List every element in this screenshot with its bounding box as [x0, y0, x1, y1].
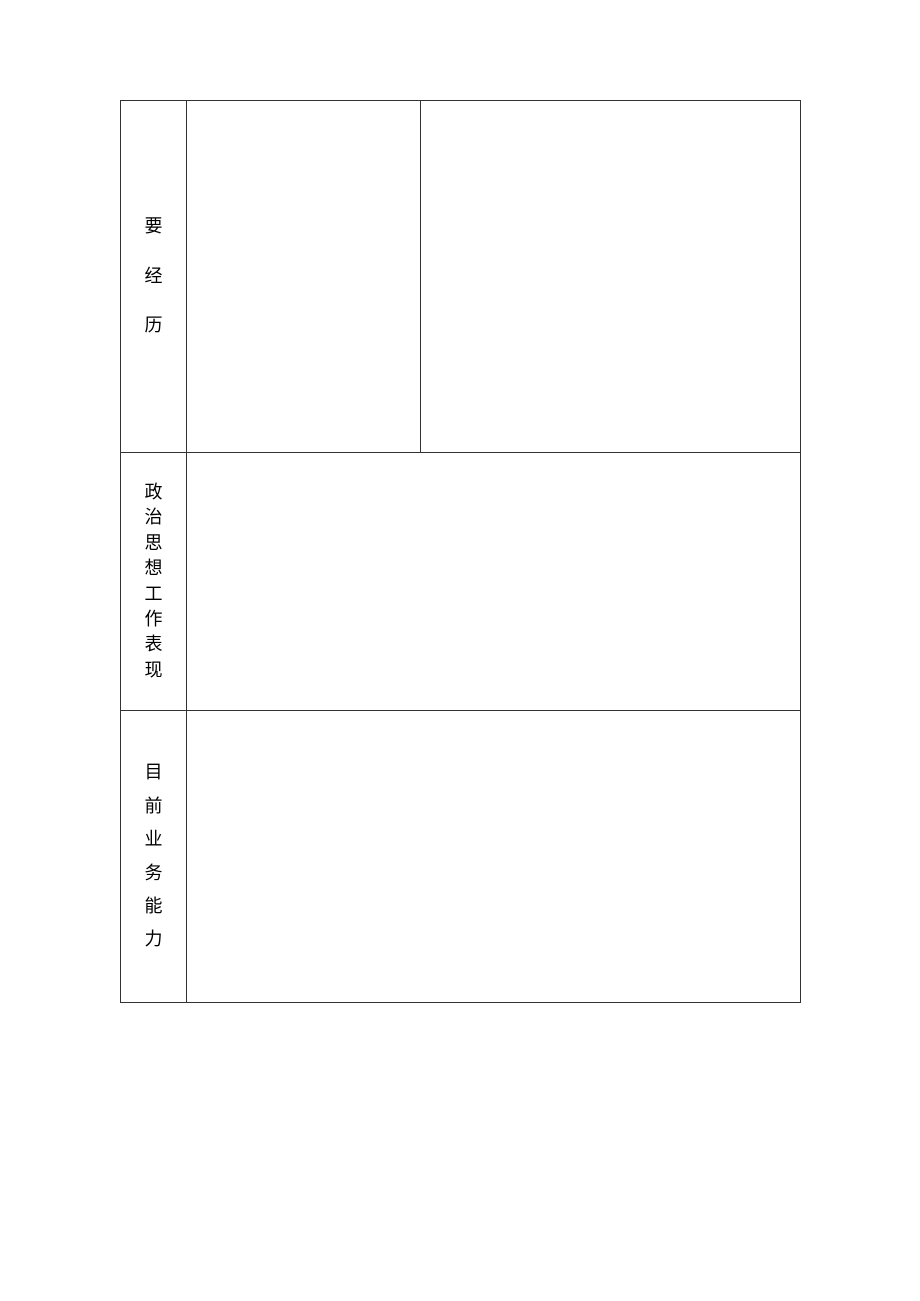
- label-char: 政: [121, 481, 186, 504]
- label-char: 目: [121, 761, 186, 784]
- form-table: 要 经 历 政 治 思 想 工 作 表 现: [120, 100, 801, 1003]
- label-business: 目 前 业 务 能 力: [121, 711, 187, 1003]
- label-char: 治: [121, 506, 186, 529]
- business-content: [187, 711, 801, 1003]
- label-char: 思: [121, 532, 186, 555]
- document-page: 要 经 历 政 治 思 想 工 作 表 现: [120, 100, 800, 1003]
- label-char: 务: [121, 862, 186, 885]
- label-char: 能: [121, 895, 186, 918]
- experience-content-right: [421, 101, 801, 453]
- label-char: 表: [121, 633, 186, 656]
- row-business: 目 前 业 务 能 力: [121, 711, 801, 1003]
- label-char: 想: [121, 557, 186, 580]
- label-char: 现: [121, 659, 186, 682]
- political-content: [187, 453, 801, 711]
- experience-content-left: [187, 101, 421, 453]
- label-char: 工: [121, 583, 186, 606]
- label-char: 历: [121, 314, 186, 337]
- label-experience: 要 经 历: [121, 101, 187, 453]
- label-char: 力: [121, 928, 186, 951]
- label-char: 前: [121, 795, 186, 818]
- row-political: 政 治 思 想 工 作 表 现: [121, 453, 801, 711]
- row-experience: 要 经 历: [121, 101, 801, 453]
- label-char: 作: [121, 608, 186, 631]
- label-char: 业: [121, 828, 186, 851]
- label-political: 政 治 思 想 工 作 表 现: [121, 453, 187, 711]
- label-char: 要: [121, 215, 186, 238]
- label-char: 经: [121, 265, 186, 288]
